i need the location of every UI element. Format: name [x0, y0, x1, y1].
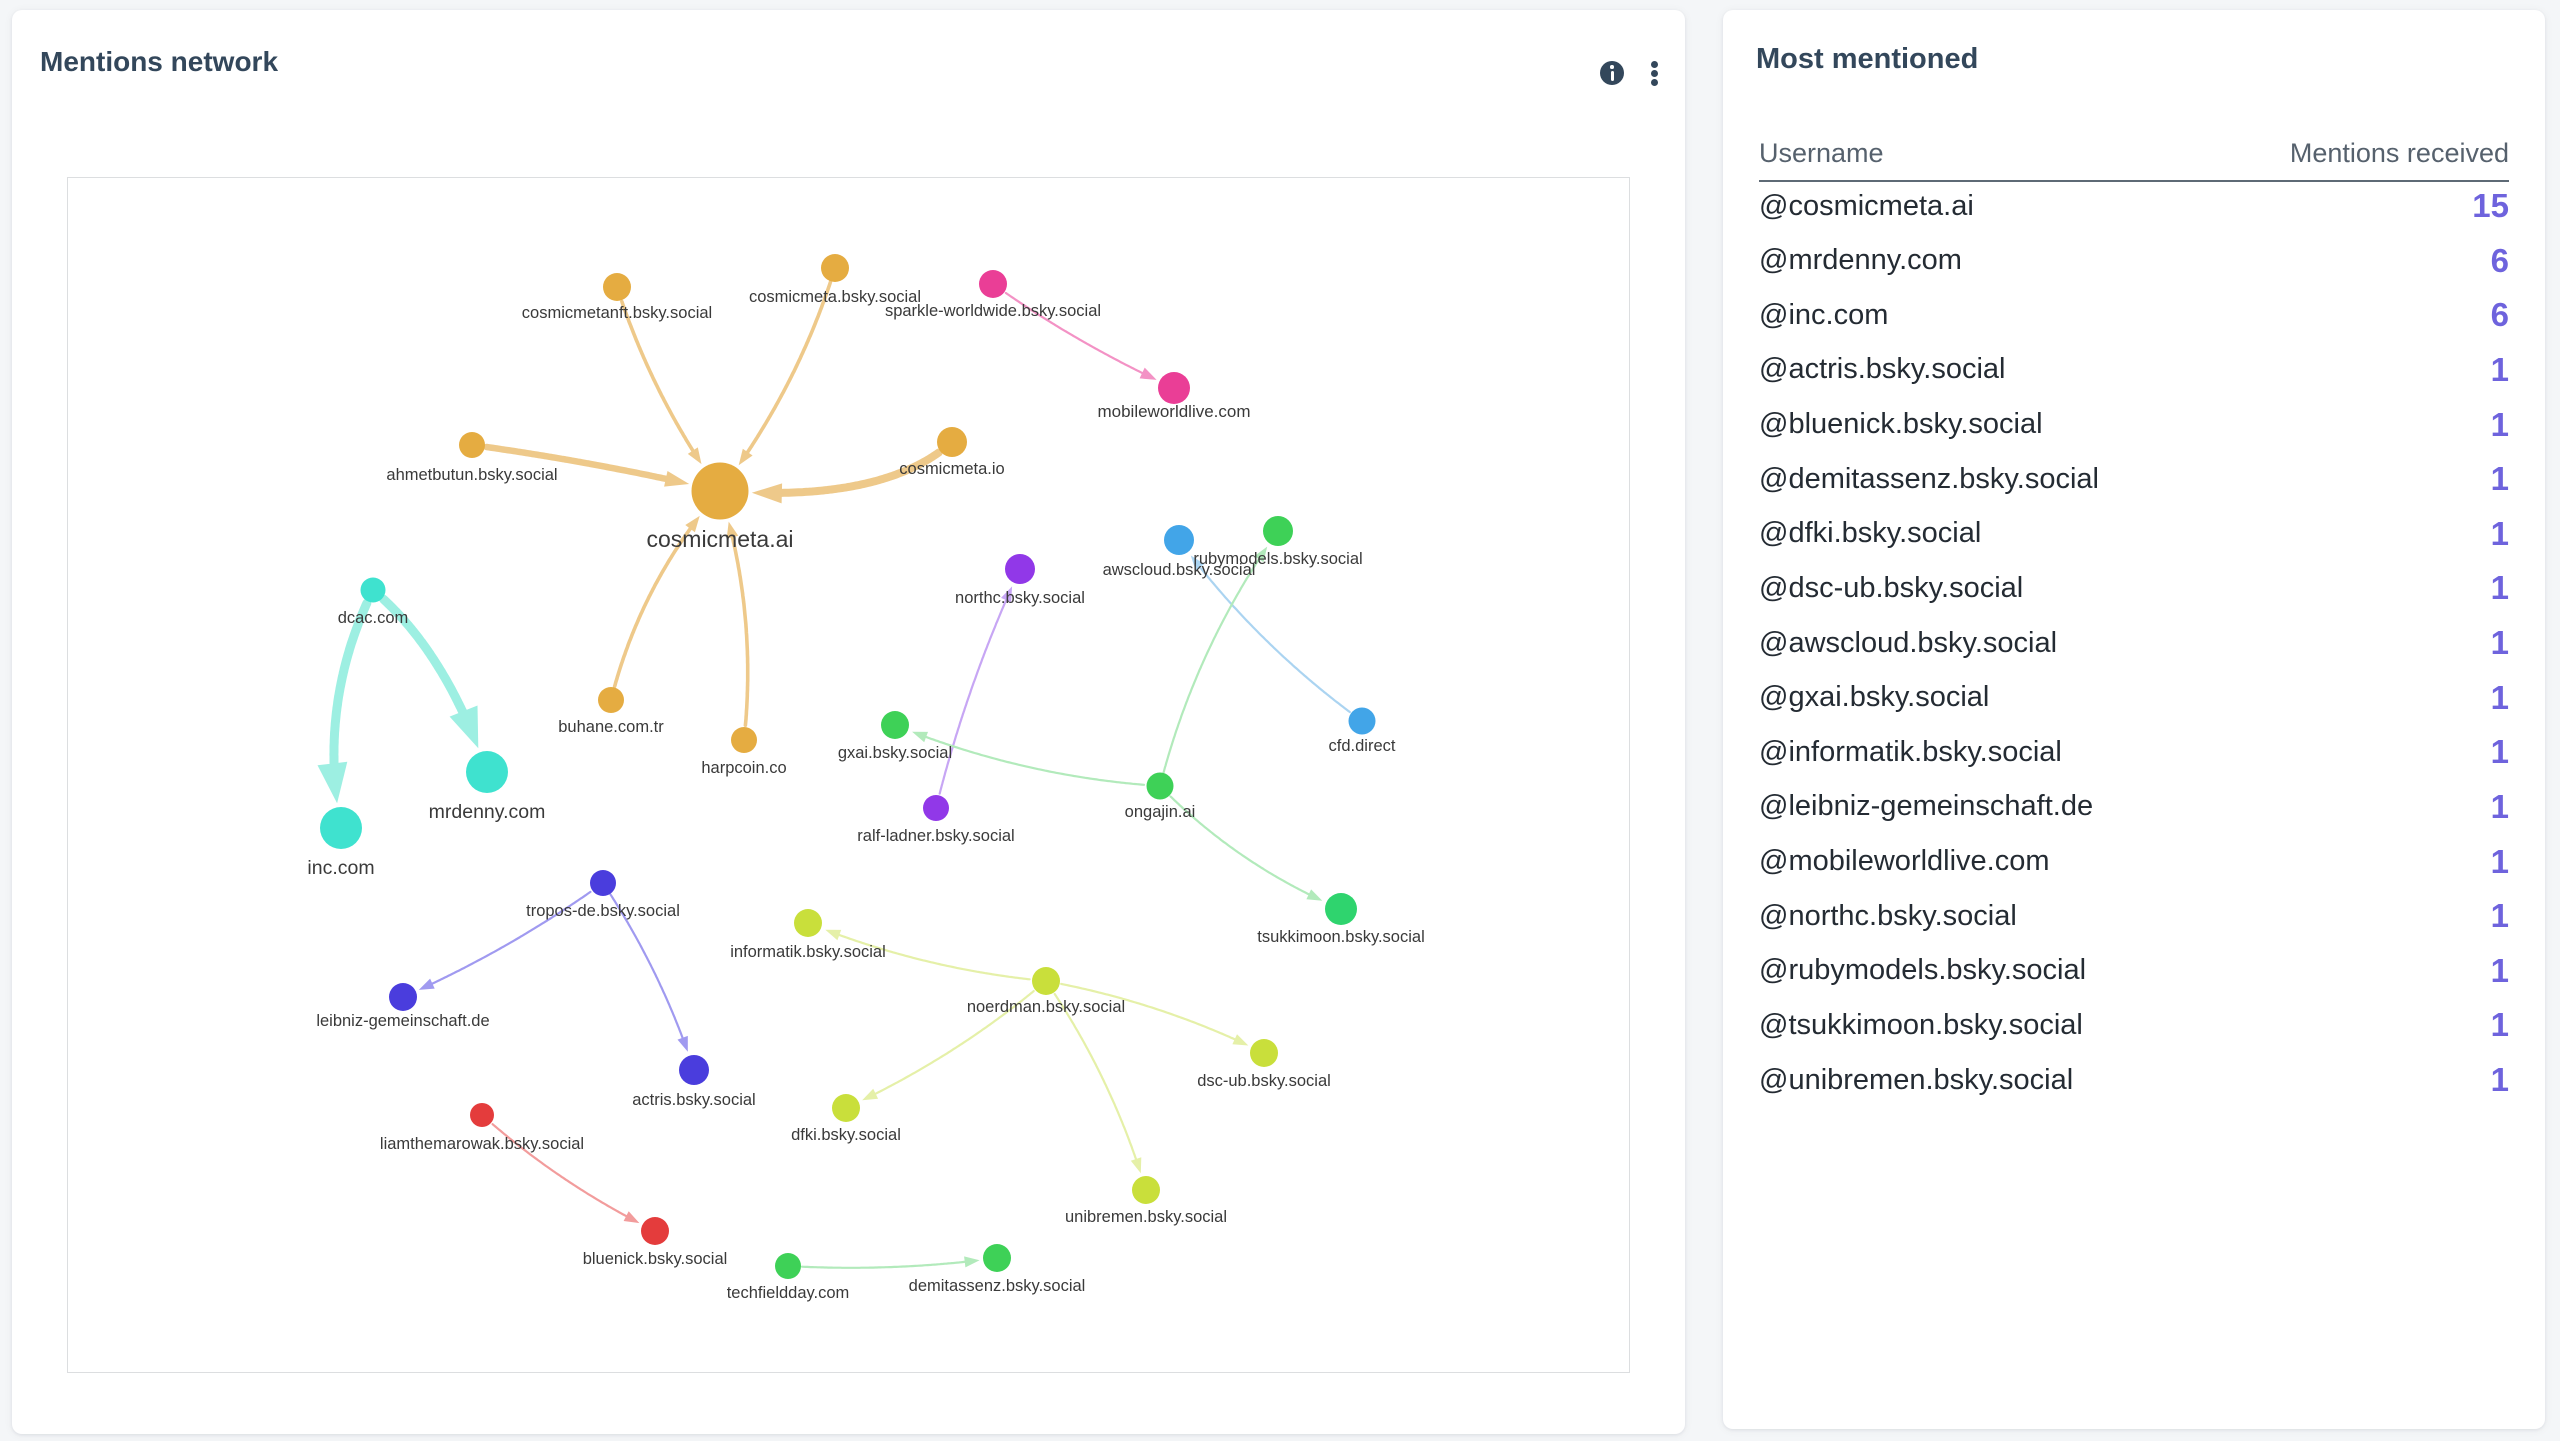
svg-text:unibremen.bsky.social: unibremen.bsky.social: [1065, 1208, 1227, 1226]
svg-text:ahmetbutun.bsky.social: ahmetbutun.bsky.social: [386, 466, 557, 484]
svg-text:dfki.bsky.social: dfki.bsky.social: [791, 1126, 901, 1144]
svg-text:mobileworldlive.com: mobileworldlive.com: [1097, 402, 1250, 421]
svg-text:cosmicmetanft.bsky.social: cosmicmetanft.bsky.social: [522, 304, 712, 322]
svg-text:buhane.com.tr: buhane.com.tr: [558, 718, 664, 736]
svg-text:cosmicmeta.bsky.social: cosmicmeta.bsky.social: [749, 288, 921, 306]
svg-text:liamthemarowak.bsky.social: liamthemarowak.bsky.social: [380, 1135, 584, 1153]
svg-text:tsukkimoon.bsky.social: tsukkimoon.bsky.social: [1257, 928, 1425, 946]
svg-text:cosmicmeta.io: cosmicmeta.io: [899, 460, 1004, 478]
svg-text:techfieldday.com: techfieldday.com: [727, 1284, 850, 1302]
svg-text:actris.bsky.social: actris.bsky.social: [632, 1091, 755, 1109]
svg-text:gxai.bsky.social: gxai.bsky.social: [838, 744, 952, 762]
svg-text:cosmicmeta.ai: cosmicmeta.ai: [647, 526, 794, 552]
svg-text:northc.bsky.social: northc.bsky.social: [955, 589, 1085, 607]
svg-text:demitassenz.bsky.social: demitassenz.bsky.social: [909, 1277, 1086, 1295]
svg-text:cfd.direct: cfd.direct: [1329, 737, 1396, 755]
svg-text:informatik.bsky.social: informatik.bsky.social: [730, 943, 886, 961]
svg-text:rubymodels.bsky.social: rubymodels.bsky.social: [1193, 550, 1362, 568]
svg-text:tropos-de.bsky.social: tropos-de.bsky.social: [526, 902, 680, 920]
svg-text:leibniz-gemeinschaft.de: leibniz-gemeinschaft.de: [316, 1012, 489, 1030]
svg-text:ralf-ladner.bsky.social: ralf-ladner.bsky.social: [857, 827, 1014, 845]
svg-text:sparkle-worldwide.bsky.social: sparkle-worldwide.bsky.social: [885, 302, 1101, 320]
svg-text:ongajin.ai: ongajin.ai: [1125, 803, 1196, 821]
svg-text:bluenick.bsky.social: bluenick.bsky.social: [583, 1250, 728, 1268]
svg-text:inc.com: inc.com: [307, 857, 374, 879]
svg-text:mrdenny.com: mrdenny.com: [429, 801, 546, 823]
svg-text:dcac.com: dcac.com: [338, 609, 409, 627]
svg-text:noerdman.bsky.social: noerdman.bsky.social: [967, 998, 1125, 1016]
svg-text:dsc-ub.bsky.social: dsc-ub.bsky.social: [1197, 1072, 1331, 1090]
svg-text:awscloud.bsky.social: awscloud.bsky.social: [1103, 561, 1256, 579]
svg-text:harpcoin.co: harpcoin.co: [701, 759, 786, 777]
